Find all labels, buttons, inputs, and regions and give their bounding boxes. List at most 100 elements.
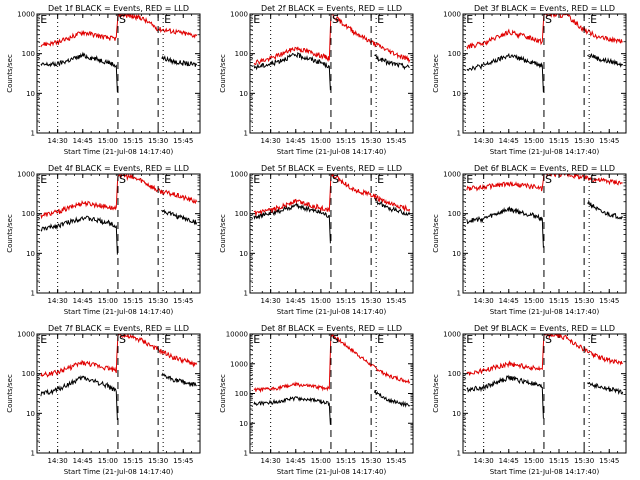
marker-label: S — [119, 173, 126, 186]
series-events-line — [253, 197, 411, 244]
chart-panel: Det 2f BLACK = Events, RED = LLD Counts/s… — [219, 4, 414, 156]
x-tick-label: 15:30 — [361, 297, 381, 305]
y-tick-label: 1000 — [443, 11, 461, 19]
marker-label: E — [466, 13, 473, 26]
x-axis-label: Start Time (21-Jul-08 14:17:40) — [277, 148, 387, 156]
chart-title: Det 1f BLACK = Events, RED = LLD — [48, 4, 189, 13]
y-tick-label: 10 — [239, 420, 248, 428]
x-tick-label: 15:00 — [98, 297, 118, 305]
marker-label: E — [164, 13, 171, 26]
plot-frame — [462, 173, 627, 294]
x-tick-label: 15:00 — [524, 457, 544, 465]
x-tick-label: 14:30 — [48, 297, 68, 305]
x-tick-label: 14:45 — [286, 297, 306, 305]
x-axis-label: Start Time (21-Jul-08 14:17:40) — [277, 468, 387, 476]
plot-frame — [462, 13, 627, 134]
x-tick-label: 15:30 — [361, 137, 381, 145]
y-tick-label: 10 — [26, 90, 35, 98]
plot-frame — [249, 333, 414, 454]
x-tick-label: 15:00 — [311, 137, 331, 145]
x-tick-label: 15:30 — [361, 457, 381, 465]
x-tick-label: 15:45 — [386, 137, 406, 145]
y-tick-label: 10 — [452, 90, 461, 98]
chart-title: Det 4f BLACK = Events, RED = LLD — [48, 164, 189, 173]
x-tick-label: 14:30 — [261, 457, 281, 465]
x-tick-label: 14:45 — [499, 297, 519, 305]
y-axis-label: Counts/sec — [432, 214, 440, 253]
x-axis-label: Start Time (21-Jul-08 14:17:40) — [490, 308, 600, 316]
y-tick-label: 100 — [448, 210, 461, 218]
y-tick-label: 1 — [31, 450, 35, 458]
x-tick-label: 15:30 — [574, 137, 594, 145]
x-tick-label: 15:15 — [123, 297, 143, 305]
marker-label: E — [377, 333, 384, 346]
y-tick-label: 1000 — [230, 360, 248, 368]
chart-title: Det 6f BLACK = Events, RED = LLD — [474, 164, 615, 173]
marker-label: S — [119, 13, 126, 26]
x-tick-label: 15:45 — [173, 297, 193, 305]
chart-title: Det 7f BLACK = Events, RED = LLD — [48, 324, 189, 333]
y-tick-label: 1000 — [17, 331, 35, 339]
x-tick-label: 15:30 — [148, 457, 168, 465]
series-lld-line — [466, 14, 623, 50]
y-tick-label: 1 — [31, 290, 35, 298]
y-tick-label: 10000 — [226, 331, 248, 339]
x-tick-label: 15:30 — [148, 137, 168, 145]
marker-label: E — [40, 333, 47, 346]
series-events-line — [40, 51, 198, 93]
y-tick-label: 10 — [239, 250, 248, 258]
x-tick-label: 15:45 — [599, 457, 619, 465]
y-tick-label: 1 — [244, 450, 248, 458]
y-axis-label: Counts/sec — [219, 54, 227, 93]
x-tick-label: 14:45 — [286, 457, 306, 465]
marker-label: E — [590, 13, 597, 26]
y-tick-label: 1 — [31, 130, 35, 138]
series-lld-line — [253, 174, 411, 216]
x-tick-label: 14:30 — [474, 137, 494, 145]
plot-frame — [36, 173, 201, 294]
x-axis-label: Start Time (21-Jul-08 14:17:40) — [64, 468, 174, 476]
marker-label: E — [377, 13, 384, 26]
x-axis-label: Start Time (21-Jul-08 14:17:40) — [277, 308, 387, 316]
y-axis-label: Counts/sec — [6, 374, 14, 413]
plot-frame — [249, 13, 414, 134]
y-tick-label: 10 — [26, 410, 35, 418]
plot-frame — [36, 333, 201, 454]
x-tick-label: 15:45 — [173, 457, 193, 465]
y-tick-label: 10 — [26, 250, 35, 258]
plot-frame — [462, 333, 627, 454]
y-tick-label: 100 — [22, 50, 35, 58]
marker-label: E — [164, 173, 171, 186]
series-events-line — [40, 372, 197, 421]
x-axis-label: Start Time (21-Jul-08 14:17:40) — [490, 468, 600, 476]
marker-label: E — [253, 13, 260, 26]
x-tick-label: 15:15 — [549, 137, 569, 145]
x-tick-label: 15:45 — [173, 137, 193, 145]
marker-label: E — [40, 173, 47, 186]
chart-title: Det 9f BLACK = Events, RED = LLD — [474, 324, 615, 333]
marker-label: E — [164, 333, 171, 346]
x-tick-label: 15:15 — [336, 137, 356, 145]
chart-panel: Det 9f BLACK = Events, RED = LLD Counts/s… — [432, 324, 627, 476]
y-tick-label: 100 — [448, 370, 461, 378]
marker-label: S — [332, 173, 339, 186]
y-tick-label: 1000 — [230, 11, 248, 19]
series-events-line — [466, 52, 624, 93]
y-axis-label: Counts/sec — [6, 214, 14, 253]
y-axis-label: Counts/sec — [219, 374, 227, 413]
chart-panel: Det 5f BLACK = Events, RED = LLD Counts/s… — [219, 164, 414, 316]
chart-panel: Det 4f BLACK = Events, RED = LLD Counts/s… — [6, 164, 201, 316]
series-lld-line — [466, 174, 623, 192]
y-axis-label: Counts/sec — [219, 214, 227, 253]
x-tick-label: 15:15 — [549, 457, 569, 465]
series-events-line — [253, 51, 410, 91]
x-tick-label: 15:45 — [599, 137, 619, 145]
x-tick-label: 15:00 — [98, 137, 118, 145]
x-tick-label: 14:30 — [474, 457, 494, 465]
y-tick-label: 100 — [22, 370, 35, 378]
x-tick-label: 15:30 — [148, 297, 168, 305]
marker-label: S — [332, 13, 339, 26]
x-tick-label: 14:30 — [261, 137, 281, 145]
plot-frame — [36, 13, 201, 134]
